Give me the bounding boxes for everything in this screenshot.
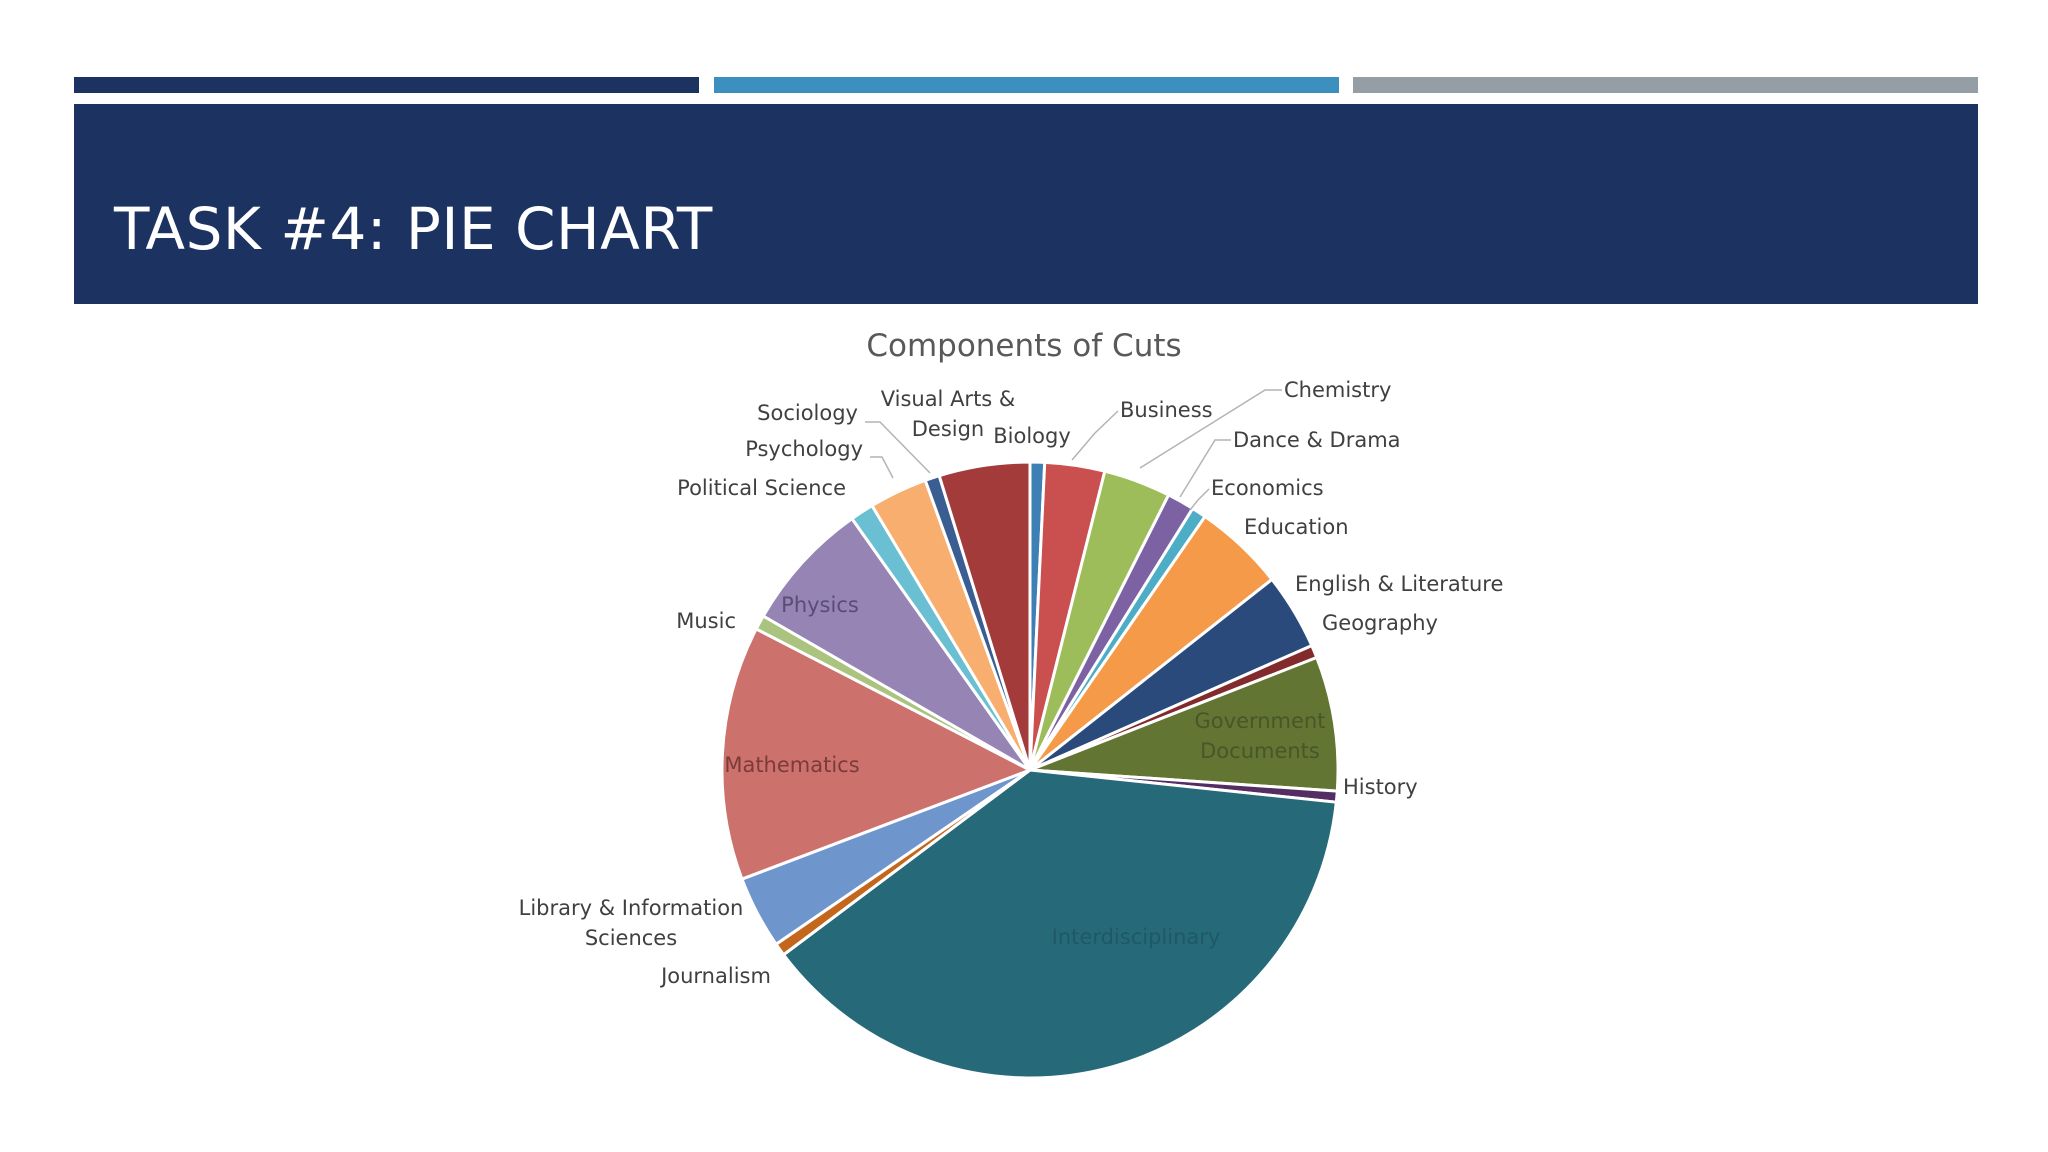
pie-slice-government-documents: [1028, 655, 1340, 793]
leader-lines: [865, 389, 1282, 511]
accent-bar-blue: [714, 77, 1339, 93]
pie-slice-physics: [761, 517, 1032, 772]
slice-label-history: History: [1343, 775, 1418, 799]
leader-line-dance-and-drama: [1179, 439, 1231, 498]
accent-bar-gray: [1353, 77, 1978, 93]
slice-label-sociology: Sociology: [757, 401, 858, 425]
leader-line-sociology: [865, 421, 931, 474]
slice-labels: Biology Business Chemistry Dance & Drama Eco…: [519, 378, 1504, 988]
slice-label-geography: Geography: [1322, 611, 1438, 635]
slice-label-mathematics: Mathematics: [724, 753, 859, 777]
slice-label-dance-and-drama: Dance & Drama: [1233, 428, 1401, 452]
leader-line-economics: [1189, 488, 1210, 511]
slice-label-psychology: Psychology: [745, 437, 863, 461]
slice-label-interdisciplinary: Interdisciplinary: [1052, 925, 1221, 949]
slice-label-economics: Economics: [1211, 476, 1324, 500]
pie-slice-visual-arts-and-design: [937, 460, 1032, 772]
slice-label-political-science: Political Science: [677, 476, 846, 500]
slice-label-biology: Biology: [993, 424, 1071, 448]
accent-bar-navy: [74, 77, 699, 93]
slice-label-education: Education: [1244, 515, 1349, 539]
slice-label-business: Business: [1120, 398, 1213, 422]
slice-label-government-documents: Government Documents: [1195, 709, 1326, 763]
title-band: [74, 104, 1978, 304]
slice-label-chemistry: Chemistry: [1284, 378, 1391, 402]
slice-label-english-and-literature: English & Literature: [1295, 572, 1503, 596]
leader-line-business: [1071, 410, 1119, 461]
pie-slice-interdisciplinary: [782, 768, 1338, 1080]
pie-slice-mathematics: [720, 627, 1032, 881]
slice-label-visual-arts-and-design: Visual Arts & Design: [881, 387, 1016, 441]
chart-title: Components of Cuts: [866, 328, 1181, 364]
slide-title: TASK #4: PIE CHART: [114, 195, 713, 263]
slice-label-music: Music: [676, 609, 736, 633]
leader-line-psychology: [870, 456, 894, 479]
slice-label-library-and-information-sciences: Library & Information Sciences: [519, 896, 744, 950]
slice-label-physics: Physics: [781, 593, 859, 617]
leader-line-chemistry: [1139, 389, 1282, 469]
pie-slices: [720, 460, 1340, 1080]
slice-label-journalism: Journalism: [659, 964, 771, 988]
